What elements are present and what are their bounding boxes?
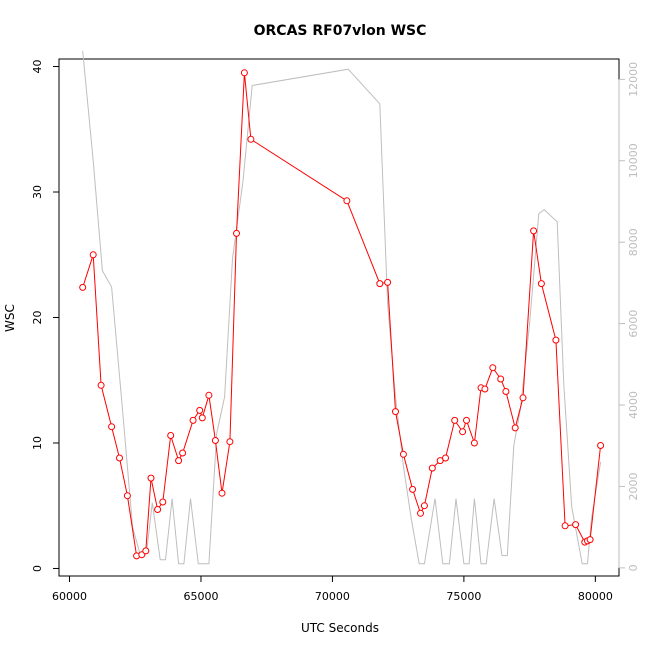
data-point: [218, 489, 226, 497]
data-point: [428, 464, 436, 472]
data-point: [147, 474, 155, 482]
secondary-series-line: [82, 50, 602, 565]
data-point: [154, 506, 162, 513]
data-point: [175, 457, 183, 465]
data-point: [399, 450, 407, 458]
y2-tick-label: 0: [627, 564, 640, 571]
y2-tick-label: 10000: [627, 143, 640, 178]
y-axis-left: 0 10 20 30 40: [31, 60, 60, 572]
data-point: [537, 280, 545, 288]
x-tick-label: 80000: [578, 590, 613, 603]
data-point: [226, 438, 234, 446]
data-point: [205, 391, 213, 399]
data-point: [561, 522, 569, 530]
data-point: [343, 197, 351, 205]
data-point: [384, 278, 392, 286]
y2-tick-label: 4000: [627, 391, 640, 419]
y2-tick-label: 8000: [627, 228, 640, 256]
y2-tick-label: 12000: [627, 62, 640, 97]
data-point: [530, 227, 538, 235]
data-point: [459, 428, 467, 436]
y-tick-label: 10: [31, 436, 44, 450]
data-point: [108, 423, 116, 431]
data-point: [196, 406, 204, 414]
primary-series-layer: [79, 69, 605, 560]
data-point: [497, 375, 505, 383]
data-point: [189, 416, 197, 424]
data-point: [519, 394, 527, 402]
data-point: [211, 437, 219, 444]
data-point: [552, 336, 560, 344]
data-point: [597, 442, 605, 449]
y-axis-label: WSC: [3, 304, 17, 332]
data-point: [420, 502, 428, 510]
x-tick-label: 70000: [315, 590, 350, 603]
data-point: [116, 454, 123, 462]
y-axis-right: 0 2000 4000 6000 8000 10000 12000: [618, 62, 640, 571]
x-axis-label: UTC Seconds: [301, 621, 379, 635]
data-point: [123, 492, 131, 500]
y-tick-label: 20: [31, 311, 44, 325]
data-point: [247, 135, 255, 143]
data-point: [392, 408, 399, 416]
x-tick-label: 75000: [446, 590, 481, 603]
chart-title: ORCAS RF07vlon WSC: [254, 23, 427, 39]
data-point: [97, 381, 105, 389]
data-point: [179, 449, 187, 457]
data-point: [481, 385, 489, 393]
data-point: [572, 521, 580, 529]
data-point: [502, 388, 510, 395]
data-point: [409, 485, 417, 493]
y-tick-label: 0: [31, 565, 44, 572]
data-point: [489, 364, 497, 372]
x-tick-label: 65000: [183, 590, 218, 603]
data-point: [79, 283, 87, 291]
data-point: [470, 439, 478, 447]
data-point: [376, 280, 384, 288]
data-point: [511, 424, 519, 432]
y-tick-label: 30: [31, 185, 44, 199]
y2-tick-label: 2000: [627, 472, 640, 500]
data-point: [159, 498, 167, 506]
data-point: [463, 416, 470, 424]
y-tick-label: 40: [31, 60, 44, 74]
data-point: [198, 414, 206, 422]
data-point: [142, 547, 150, 555]
x-axis: 60000 65000 70000 75000 80000: [52, 575, 613, 603]
primary-series-line: [82, 72, 602, 557]
data-point: [240, 69, 248, 77]
plot-frame: [58, 58, 620, 577]
data-point: [586, 536, 594, 544]
data-point: [417, 509, 424, 517]
data-point: [167, 432, 175, 439]
data-point: [442, 454, 449, 462]
x-tick-label: 60000: [52, 590, 87, 603]
data-point: [233, 229, 240, 237]
data-point: [89, 251, 97, 259]
secondary-series-layer: [82, 50, 602, 565]
y2-tick-label: 6000: [627, 310, 640, 338]
data-point: [451, 416, 459, 424]
